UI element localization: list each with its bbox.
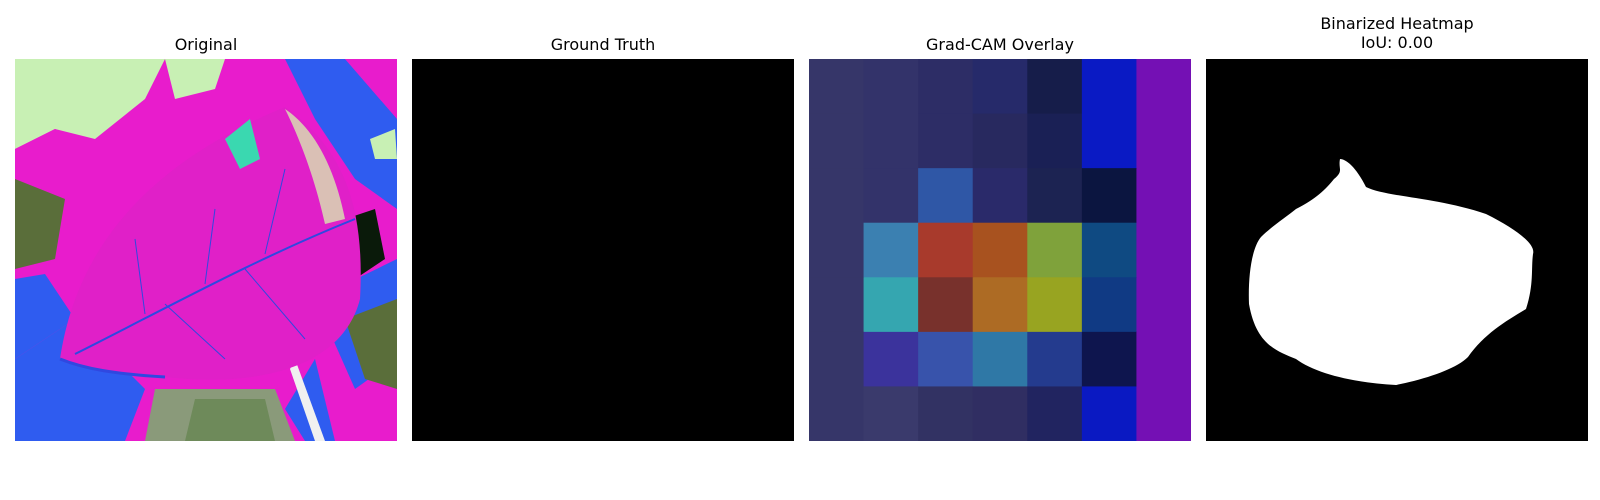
gradcam-cell (1081, 331, 1137, 387)
gradcam-cell (863, 59, 919, 115)
gradcam-cell (809, 113, 865, 169)
gradcam-cell (918, 331, 974, 387)
iou-score: IoU: 0.00 (1360, 33, 1434, 52)
gradcam-cell (1027, 59, 1083, 115)
gradcam-cell (918, 222, 974, 278)
gradcam-cell (1136, 277, 1191, 333)
gradcam-cell (809, 386, 865, 441)
gradcam-cell (918, 168, 974, 224)
gradcam-cell (972, 168, 1028, 224)
gradcam-cell (1027, 331, 1083, 387)
gradcam-cell (1081, 222, 1137, 278)
ground-truth-title: Ground Truth (550, 35, 656, 54)
gradcam-cell (972, 59, 1028, 115)
gradcam-cell (918, 59, 974, 115)
ground-truth-mask (412, 59, 794, 441)
gradcam-cell (863, 113, 919, 169)
binarized-heatmap-title: Binarized Heatmap IoU: 0.00 (1206, 14, 1588, 52)
gradcam-cell (1081, 168, 1137, 224)
gradcam-overlay (809, 59, 1191, 441)
gradcam-cell (972, 222, 1028, 278)
binarized-heatmap-label: Binarized Heatmap (1320, 14, 1474, 33)
gradcam-cell (809, 277, 865, 333)
gradcam-cell (1081, 277, 1137, 333)
gradcam-cell (1027, 168, 1083, 224)
gradcam-cell (1081, 59, 1137, 115)
gradcam-cell (1027, 113, 1083, 169)
gradcam-grid (809, 59, 1191, 441)
gradcam-cell (972, 113, 1028, 169)
gradcam-cell (809, 222, 865, 278)
gradcam-cell (809, 59, 865, 115)
gradcam-cell (1027, 386, 1083, 441)
gradcam-cell (972, 331, 1028, 387)
gradcam-overlay-title: Grad-CAM Overlay (926, 35, 1074, 54)
gradcam-cell (809, 331, 865, 387)
gradcam-cell (1136, 113, 1191, 169)
gradcam-cell (863, 386, 919, 441)
gradcam-cell (918, 386, 974, 441)
original-image (15, 59, 397, 441)
gradcam-cell (863, 277, 919, 333)
gradcam-cell (1136, 168, 1191, 224)
binarized-heatmap (1206, 59, 1588, 441)
gradcam-cell (1136, 222, 1191, 278)
gradcam-cell (1136, 59, 1191, 115)
gradcam-cell (1027, 277, 1083, 333)
gradcam-cell (918, 277, 974, 333)
gradcam-cell (972, 277, 1028, 333)
original-title: Original (174, 35, 238, 54)
gradcam-cell (1027, 222, 1083, 278)
gradcam-cell (1136, 331, 1191, 387)
binarized-blob (1248, 159, 1534, 385)
gradcam-cell (1081, 113, 1137, 169)
gradcam-cell (863, 222, 919, 278)
gradcam-cell (863, 331, 919, 387)
gradcam-cell (972, 386, 1028, 441)
gradcam-cell (863, 168, 919, 224)
gradcam-cell (1136, 386, 1191, 441)
gradcam-cell (1081, 386, 1137, 441)
gradcam-cell (918, 113, 974, 169)
gradcam-cell (809, 168, 865, 224)
original-leaf-picture (15, 59, 397, 441)
